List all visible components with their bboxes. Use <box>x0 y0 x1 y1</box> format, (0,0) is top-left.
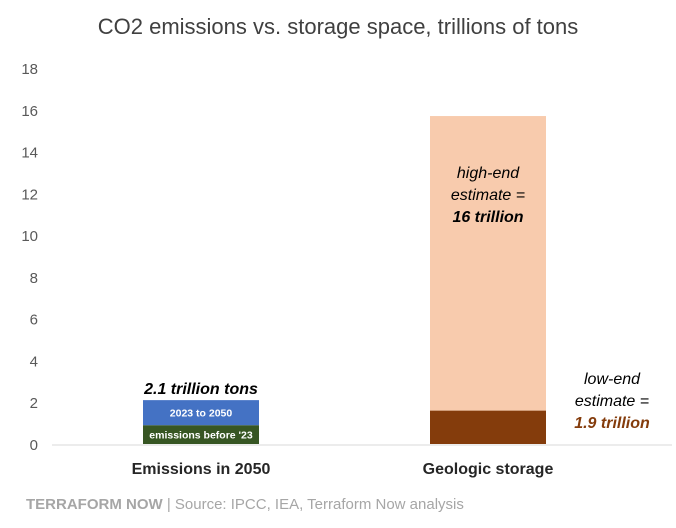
y-tick-label: 16 <box>21 103 38 120</box>
emissions-segment-label: 2023 to 2050 <box>170 408 233 420</box>
y-tick-label: 0 <box>30 437 38 454</box>
high-end-annotation-line: 16 trillion <box>452 209 523 226</box>
chart-title: CO2 emissions vs. storage space, trillio… <box>97 14 579 39</box>
source-label: | Source: IPCC, IEA, Terraform Now analy… <box>162 496 464 513</box>
emissions-bar-segment <box>143 400 259 426</box>
y-tick-label: 4 <box>30 353 38 370</box>
y-tick-label: 6 <box>30 312 38 329</box>
storage-bar-segment <box>430 410 546 444</box>
y-tick-label: 14 <box>21 145 38 162</box>
y-tick-label: 2 <box>30 395 38 412</box>
high-end-annotation-line: estimate = <box>451 187 525 204</box>
storage-bar-segment <box>430 116 546 411</box>
high-end-annotation-line: high-end <box>457 165 520 182</box>
emissions-total-label: 2.1 trillion tons <box>143 381 258 398</box>
low-end-annotation-line: estimate = <box>575 393 649 410</box>
x-category-label: Geologic storage <box>423 461 554 478</box>
y-tick-label: 10 <box>21 228 38 245</box>
low-end-annotation-line: 1.9 trillion <box>574 415 650 432</box>
y-tick-label: 12 <box>21 186 38 203</box>
y-tick-label: 18 <box>21 61 38 78</box>
brand-label: TERRAFORM NOW <box>26 496 163 513</box>
y-tick-label: 8 <box>30 270 38 287</box>
low-end-annotation-line: low-end <box>584 371 641 388</box>
x-category-label: Emissions in 2050 <box>132 461 271 478</box>
source-footer: TERRAFORM NOW | Source: IPCC, IEA, Terra… <box>26 496 464 513</box>
emissions-bar-segment <box>143 425 259 444</box>
emissions-segment-label: emissions before '23 <box>149 430 253 442</box>
